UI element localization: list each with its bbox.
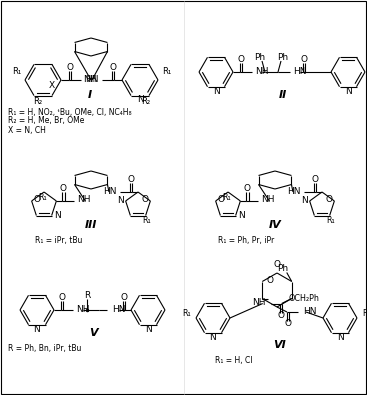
Text: O: O xyxy=(66,64,74,73)
Text: Ph: Ph xyxy=(277,264,288,273)
Text: R₁ = iPr, tBu: R₁ = iPr, tBu xyxy=(35,235,82,245)
Text: II: II xyxy=(279,90,287,100)
Text: O: O xyxy=(266,276,273,285)
Text: O: O xyxy=(127,175,134,184)
Text: N: N xyxy=(117,196,124,205)
Text: O: O xyxy=(277,311,284,320)
Text: NH: NH xyxy=(83,75,97,83)
Text: R₁ = H, NO₂, ᵗBu, OMe, Cl, NC₄H₈: R₁ = H, NO₂, ᵗBu, OMe, Cl, NC₄H₈ xyxy=(8,107,132,117)
Text: N: N xyxy=(34,325,40,333)
Text: O: O xyxy=(301,56,308,64)
Text: R₁ = Ph, Pr, iPr: R₁ = Ph, Pr, iPr xyxy=(218,235,274,245)
Text: O: O xyxy=(34,196,41,205)
Text: R₁: R₁ xyxy=(142,216,151,225)
Text: Ph: Ph xyxy=(277,53,288,62)
Text: O: O xyxy=(141,196,148,205)
Text: Ph: Ph xyxy=(254,53,266,62)
Text: N: N xyxy=(345,87,351,96)
Text: O: O xyxy=(312,175,319,184)
Text: X: X xyxy=(49,81,55,90)
Text: X = N, CH: X = N, CH xyxy=(8,126,46,135)
Text: N: N xyxy=(301,196,308,205)
Text: R₁: R₁ xyxy=(362,308,367,318)
Text: R₁: R₁ xyxy=(223,192,231,201)
Text: HN: HN xyxy=(112,305,126,314)
Text: III: III xyxy=(85,220,97,230)
Text: OCH₂Ph: OCH₂Ph xyxy=(288,294,319,303)
Text: R₁: R₁ xyxy=(12,68,21,77)
Text: N: N xyxy=(54,211,61,220)
Text: N: N xyxy=(138,96,144,105)
Text: O: O xyxy=(60,184,67,194)
Text: NH: NH xyxy=(252,298,266,307)
Text: R = Ph, Bn, iPr, tBu: R = Ph, Bn, iPr, tBu xyxy=(8,344,81,352)
Text: O: O xyxy=(284,320,292,329)
Text: HN: HN xyxy=(287,186,301,196)
Text: NH: NH xyxy=(255,66,269,75)
Text: NH: NH xyxy=(77,196,91,205)
Text: O: O xyxy=(121,293,128,303)
Text: N: N xyxy=(238,211,244,220)
Text: I: I xyxy=(88,90,92,100)
Text: IV: IV xyxy=(269,220,281,230)
Text: O: O xyxy=(244,184,251,194)
Text: NH: NH xyxy=(76,305,90,314)
Text: O: O xyxy=(59,293,66,303)
Text: R₁ = H, Cl: R₁ = H, Cl xyxy=(215,356,252,365)
Text: R: R xyxy=(84,292,90,301)
Text: R₂: R₂ xyxy=(33,96,43,105)
Text: R₁: R₁ xyxy=(39,192,47,201)
Text: O: O xyxy=(326,196,333,205)
Text: V: V xyxy=(89,328,97,338)
Text: HN: HN xyxy=(293,66,306,75)
Text: N: N xyxy=(145,325,151,333)
Text: R₁: R₁ xyxy=(162,68,171,77)
Text: R₂ = H, Me, Br, OMe: R₂ = H, Me, Br, OMe xyxy=(8,117,84,126)
Text: N: N xyxy=(337,333,344,342)
Text: HN: HN xyxy=(103,186,117,196)
Text: O: O xyxy=(273,260,280,269)
Text: O: O xyxy=(237,56,244,64)
Text: O: O xyxy=(218,196,225,205)
Text: HN: HN xyxy=(86,75,99,83)
Text: VI: VI xyxy=(274,340,286,350)
Text: HN: HN xyxy=(303,307,316,316)
Text: N: N xyxy=(212,87,219,96)
Text: R₁: R₁ xyxy=(326,216,335,225)
Text: R₁: R₁ xyxy=(182,308,191,318)
Text: NH: NH xyxy=(261,196,275,205)
Text: R₂: R₂ xyxy=(141,96,150,105)
Text: N: N xyxy=(210,333,217,342)
Text: O: O xyxy=(109,64,116,73)
